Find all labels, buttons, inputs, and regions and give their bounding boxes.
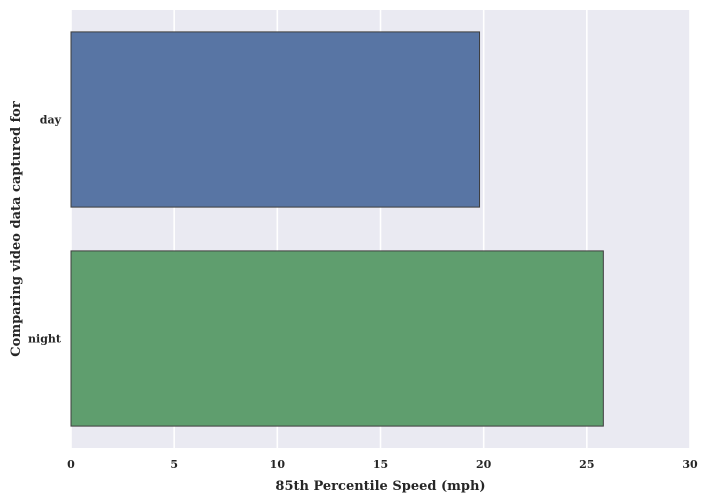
bar-day	[70, 31, 481, 208]
x-tick-label: 0	[67, 458, 75, 471]
y-tick-label: night	[28, 333, 62, 346]
x-tick-label: 20	[476, 458, 492, 471]
x-tick-label: 5	[170, 458, 178, 471]
y-tick-labels: day night	[28, 114, 62, 346]
y-axis-label: Comparing video data captured for	[9, 101, 24, 357]
x-tick-labels: 0 5 10 15 20 25 30	[67, 458, 698, 471]
y-tick-label: day	[40, 114, 62, 127]
x-axis-label: 85th Percentile Speed (mph)	[275, 479, 485, 494]
x-tick-label: 25	[579, 458, 594, 471]
x-tick-label: 10	[270, 458, 286, 471]
x-tick-label: 30	[682, 458, 698, 471]
bar-night	[70, 250, 604, 427]
bars	[70, 31, 604, 427]
x-tick-label: 15	[373, 458, 388, 471]
